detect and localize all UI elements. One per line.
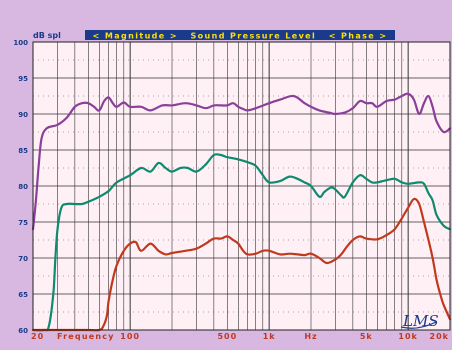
y-tick-label: 100 (13, 39, 28, 47)
x-tick-label: 20 (31, 332, 44, 341)
y-tick-label: 65 (18, 291, 28, 299)
y-tick-label: 95 (18, 75, 28, 83)
signature-flourish (400, 321, 437, 329)
series-line-3 (31, 197, 452, 332)
y-tick-label: 60 (18, 327, 28, 335)
signature-mark: LMS (400, 312, 439, 330)
title-banner-text: < Magnitude > Sound Pressure Level < Pha… (93, 32, 388, 41)
series-line-1 (31, 92, 452, 231)
y-tick-label: 70 (18, 255, 28, 263)
y-tick-label: 90 (18, 111, 28, 119)
series-group (31, 92, 452, 332)
x-tick-labels: 20 100 500 1k Hz 5k 10k 20k (31, 332, 449, 341)
x-tick-label: 1k (263, 332, 276, 341)
plot-border (32, 41, 451, 331)
x-tick-label: 500 (217, 332, 237, 341)
y-tick-label: 80 (18, 183, 28, 191)
series-line-2 (31, 153, 452, 332)
y-tick-label: 85 (18, 147, 28, 155)
x-tick-label: 100 (120, 332, 140, 341)
title-banner (85, 30, 395, 40)
x-tick-label: 5k (360, 332, 373, 341)
y-axis-label: dB spl (33, 31, 61, 40)
x-tick-label: 20k (430, 332, 449, 341)
y-tick-label: 75 (18, 219, 28, 227)
signature-text: LMS (402, 312, 439, 330)
x-axis-label: Frequency (57, 332, 115, 341)
x-tick-label: 10k (398, 332, 417, 341)
x-tick-label: Hz (304, 332, 317, 341)
y-tick-labels: 60 65 70 75 80 85 90 95 100 (13, 39, 28, 335)
